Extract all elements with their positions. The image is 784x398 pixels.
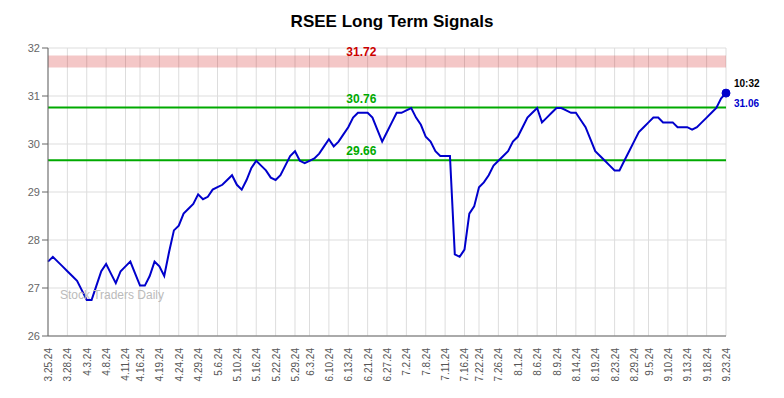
svg-text:9.18.24: 9.18.24 <box>702 348 713 382</box>
svg-text:8.14.24: 8.14.24 <box>571 348 582 382</box>
svg-text:28: 28 <box>28 234 40 246</box>
svg-text:31.06: 31.06 <box>734 98 759 109</box>
svg-text:6.3.24: 6.3.24 <box>305 348 316 376</box>
svg-text:30.76: 30.76 <box>346 92 376 106</box>
svg-text:3.28.24: 3.28.24 <box>62 348 73 382</box>
svg-text:7.26.24: 7.26.24 <box>493 348 504 382</box>
svg-text:8.19.24: 8.19.24 <box>590 348 601 382</box>
svg-text:8.23.24: 8.23.24 <box>610 348 621 382</box>
svg-text:5.16.24: 5.16.24 <box>251 348 262 382</box>
svg-text:27: 27 <box>28 282 40 294</box>
svg-text:5.22.24: 5.22.24 <box>271 348 282 382</box>
svg-text:9.23.24: 9.23.24 <box>721 348 732 382</box>
svg-text:9.10.24: 9.10.24 <box>663 348 674 382</box>
svg-text:9.5.24: 9.5.24 <box>644 348 655 376</box>
svg-text:6.21.24: 6.21.24 <box>363 348 374 382</box>
svg-text:4.24.24: 4.24.24 <box>174 348 185 382</box>
svg-text:4.11.24: 4.11.24 <box>120 348 131 381</box>
svg-text:8.29.24: 8.29.24 <box>629 348 640 382</box>
svg-text:30: 30 <box>28 138 40 150</box>
svg-text:31.72: 31.72 <box>346 45 376 59</box>
svg-text:6.27.24: 6.27.24 <box>382 348 393 382</box>
html-text:RSEE Long Term Signals: RSEE Long Term Signals <box>290 12 494 31</box>
svg-text:29: 29 <box>28 186 40 198</box>
svg-text:6.13.24: 6.13.24 <box>343 348 354 382</box>
svg-text:8.1.24: 8.1.24 <box>513 348 524 376</box>
svg-text:10:32: 10:32 <box>734 78 760 89</box>
svg-text:7.11.24: 7.11.24 <box>440 348 451 381</box>
svg-text:7.16.24: 7.16.24 <box>459 348 470 382</box>
svg-text:32: 32 <box>28 42 40 54</box>
svg-text:5.10.24: 5.10.24 <box>232 348 243 382</box>
svg-text:7.22.24: 7.22.24 <box>474 348 485 382</box>
html-text:Stock Traders Daily: Stock Traders Daily <box>60 288 164 302</box>
svg-text:7.8.24: 7.8.24 <box>421 348 432 376</box>
svg-text:5.6.24: 5.6.24 <box>213 348 224 376</box>
svg-text:9.13.24: 9.13.24 <box>682 348 693 382</box>
svg-text:5.29.24: 5.29.24 <box>290 348 301 382</box>
svg-text:29.66: 29.66 <box>346 144 376 158</box>
svg-text:6.10.24: 6.10.24 <box>324 348 335 382</box>
svg-text:26: 26 <box>28 330 40 342</box>
svg-text:4.16.24: 4.16.24 <box>135 348 146 382</box>
svg-text:4.3.24: 4.3.24 <box>82 348 93 376</box>
svg-text:4.29.24: 4.29.24 <box>193 348 204 382</box>
svg-text:3.25.24: 3.25.24 <box>43 348 54 382</box>
svg-text:4.19.24: 4.19.24 <box>154 348 165 382</box>
svg-text:8.9.24: 8.9.24 <box>552 348 563 376</box>
svg-text:31: 31 <box>28 90 40 102</box>
svg-text:8.6.24: 8.6.24 <box>532 348 543 376</box>
svg-text:4.8.24: 4.8.24 <box>101 348 112 376</box>
svg-text:7.2.24: 7.2.24 <box>401 348 412 376</box>
